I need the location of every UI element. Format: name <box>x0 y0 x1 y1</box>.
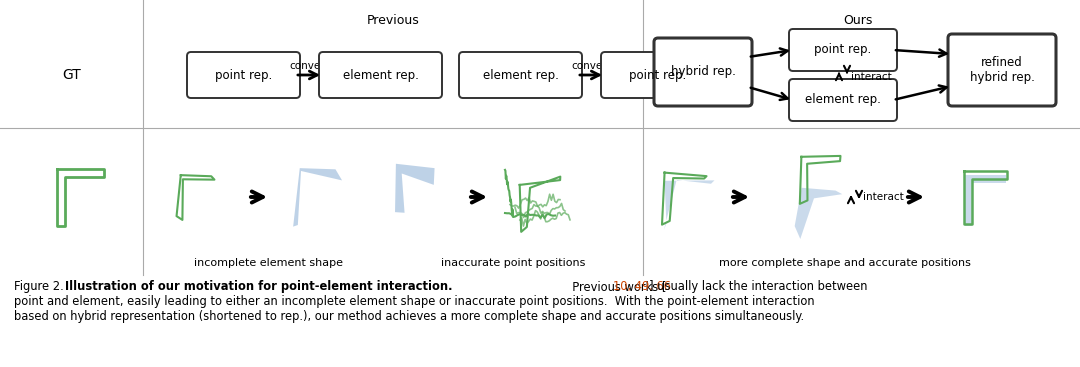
Text: convert: convert <box>289 61 329 71</box>
Text: point rep.: point rep. <box>215 69 272 81</box>
FancyBboxPatch shape <box>187 52 300 98</box>
Polygon shape <box>395 164 434 213</box>
Polygon shape <box>664 180 715 230</box>
FancyBboxPatch shape <box>789 79 897 121</box>
Text: point rep.: point rep. <box>814 44 872 57</box>
FancyBboxPatch shape <box>789 29 897 71</box>
Text: element rep.: element rep. <box>805 94 881 106</box>
Text: incomplete element shape: incomplete element shape <box>193 258 342 268</box>
Text: Ours: Ours <box>843 14 873 26</box>
Text: interact: interact <box>851 72 892 82</box>
Text: ] usually lack the interaction between: ] usually lack the interaction between <box>649 280 867 293</box>
FancyBboxPatch shape <box>319 52 442 98</box>
Polygon shape <box>293 168 342 227</box>
Text: Previous: Previous <box>366 14 419 26</box>
Text: 10, 49, 66: 10, 49, 66 <box>613 280 671 293</box>
Text: element rep.: element rep. <box>483 69 558 81</box>
Text: convert: convert <box>571 61 611 71</box>
Text: refined
hybrid rep.: refined hybrid rep. <box>970 56 1035 84</box>
Text: Figure 2.: Figure 2. <box>14 280 64 293</box>
Text: Illustration of our motivation for point-element interaction.: Illustration of our motivation for point… <box>57 280 453 293</box>
Text: based on hybrid representation (shortened to rep.), our method achieves a more c: based on hybrid representation (shortene… <box>14 310 805 323</box>
Text: element rep.: element rep. <box>342 69 418 81</box>
Text: point and element, easily leading to either an incomplete element shape or inacc: point and element, easily leading to eit… <box>14 295 814 308</box>
Text: point rep.: point rep. <box>629 69 686 81</box>
Polygon shape <box>795 188 842 239</box>
Text: hybrid rep.: hybrid rep. <box>671 65 735 79</box>
Polygon shape <box>964 175 1007 226</box>
Text: Previous works [: Previous works [ <box>565 280 666 293</box>
FancyBboxPatch shape <box>459 52 582 98</box>
Text: more complete shape and accurate positions: more complete shape and accurate positio… <box>719 258 971 268</box>
Text: inaccurate point positions: inaccurate point positions <box>441 258 585 268</box>
FancyBboxPatch shape <box>948 34 1056 106</box>
Text: GT: GT <box>63 68 81 82</box>
FancyBboxPatch shape <box>654 38 752 106</box>
Text: interact: interact <box>863 192 904 202</box>
FancyBboxPatch shape <box>600 52 714 98</box>
